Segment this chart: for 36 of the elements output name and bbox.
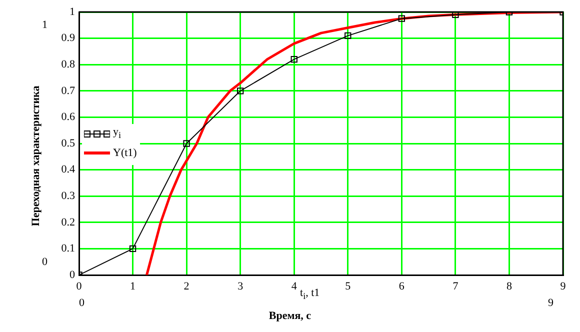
y-tick-label: 0: [70, 268, 76, 281]
y-tick-label: 0.4: [61, 164, 76, 176]
y-tick-label: 0.8: [61, 58, 76, 70]
y-tick-label: 0.7: [61, 84, 76, 97]
y-tick-label: 0.5: [61, 137, 76, 150]
y-tick-label: 1: [70, 6, 75, 18]
y-axis-title: Переходная характеристика: [30, 84, 42, 228]
y-tick-label: 0.9: [61, 32, 76, 44]
x-tick-label: 9: [560, 280, 566, 292]
text: 0: [42, 256, 48, 268]
point: [290, 56, 298, 63]
point: [398, 15, 405, 22]
x-tick-label: 6: [398, 280, 405, 292]
x-tick-label: 4: [291, 280, 298, 292]
point: [344, 32, 352, 39]
x-tick-label: 3: [238, 280, 244, 292]
point: [237, 88, 244, 94]
x-axis-title: Время, с: [268, 310, 312, 322]
text: 0: [79, 297, 84, 309]
y-tick-label: 0.1: [61, 242, 75, 255]
x-tick-label: 7: [452, 280, 459, 292]
y-tick-label: 0.3: [61, 190, 76, 202]
legend-label: y$_{i}$: [113, 126, 122, 142]
y-tick-label: 0.6: [61, 111, 76, 124]
point: [129, 245, 136, 252]
legend-label: Y(t1): [113, 147, 137, 160]
x-tick-label: 2: [184, 280, 190, 292]
x-tick-label: 5: [345, 280, 352, 292]
text: 1: [42, 19, 48, 31]
point: [183, 140, 190, 147]
x-tick-label: 8: [506, 280, 512, 292]
y-tick-label: 0.2: [61, 216, 75, 228]
x-tick-label: 1: [130, 280, 136, 292]
point: [452, 12, 459, 18]
text: t$_{i}$, t1: [300, 287, 320, 302]
text: 9: [548, 297, 554, 309]
